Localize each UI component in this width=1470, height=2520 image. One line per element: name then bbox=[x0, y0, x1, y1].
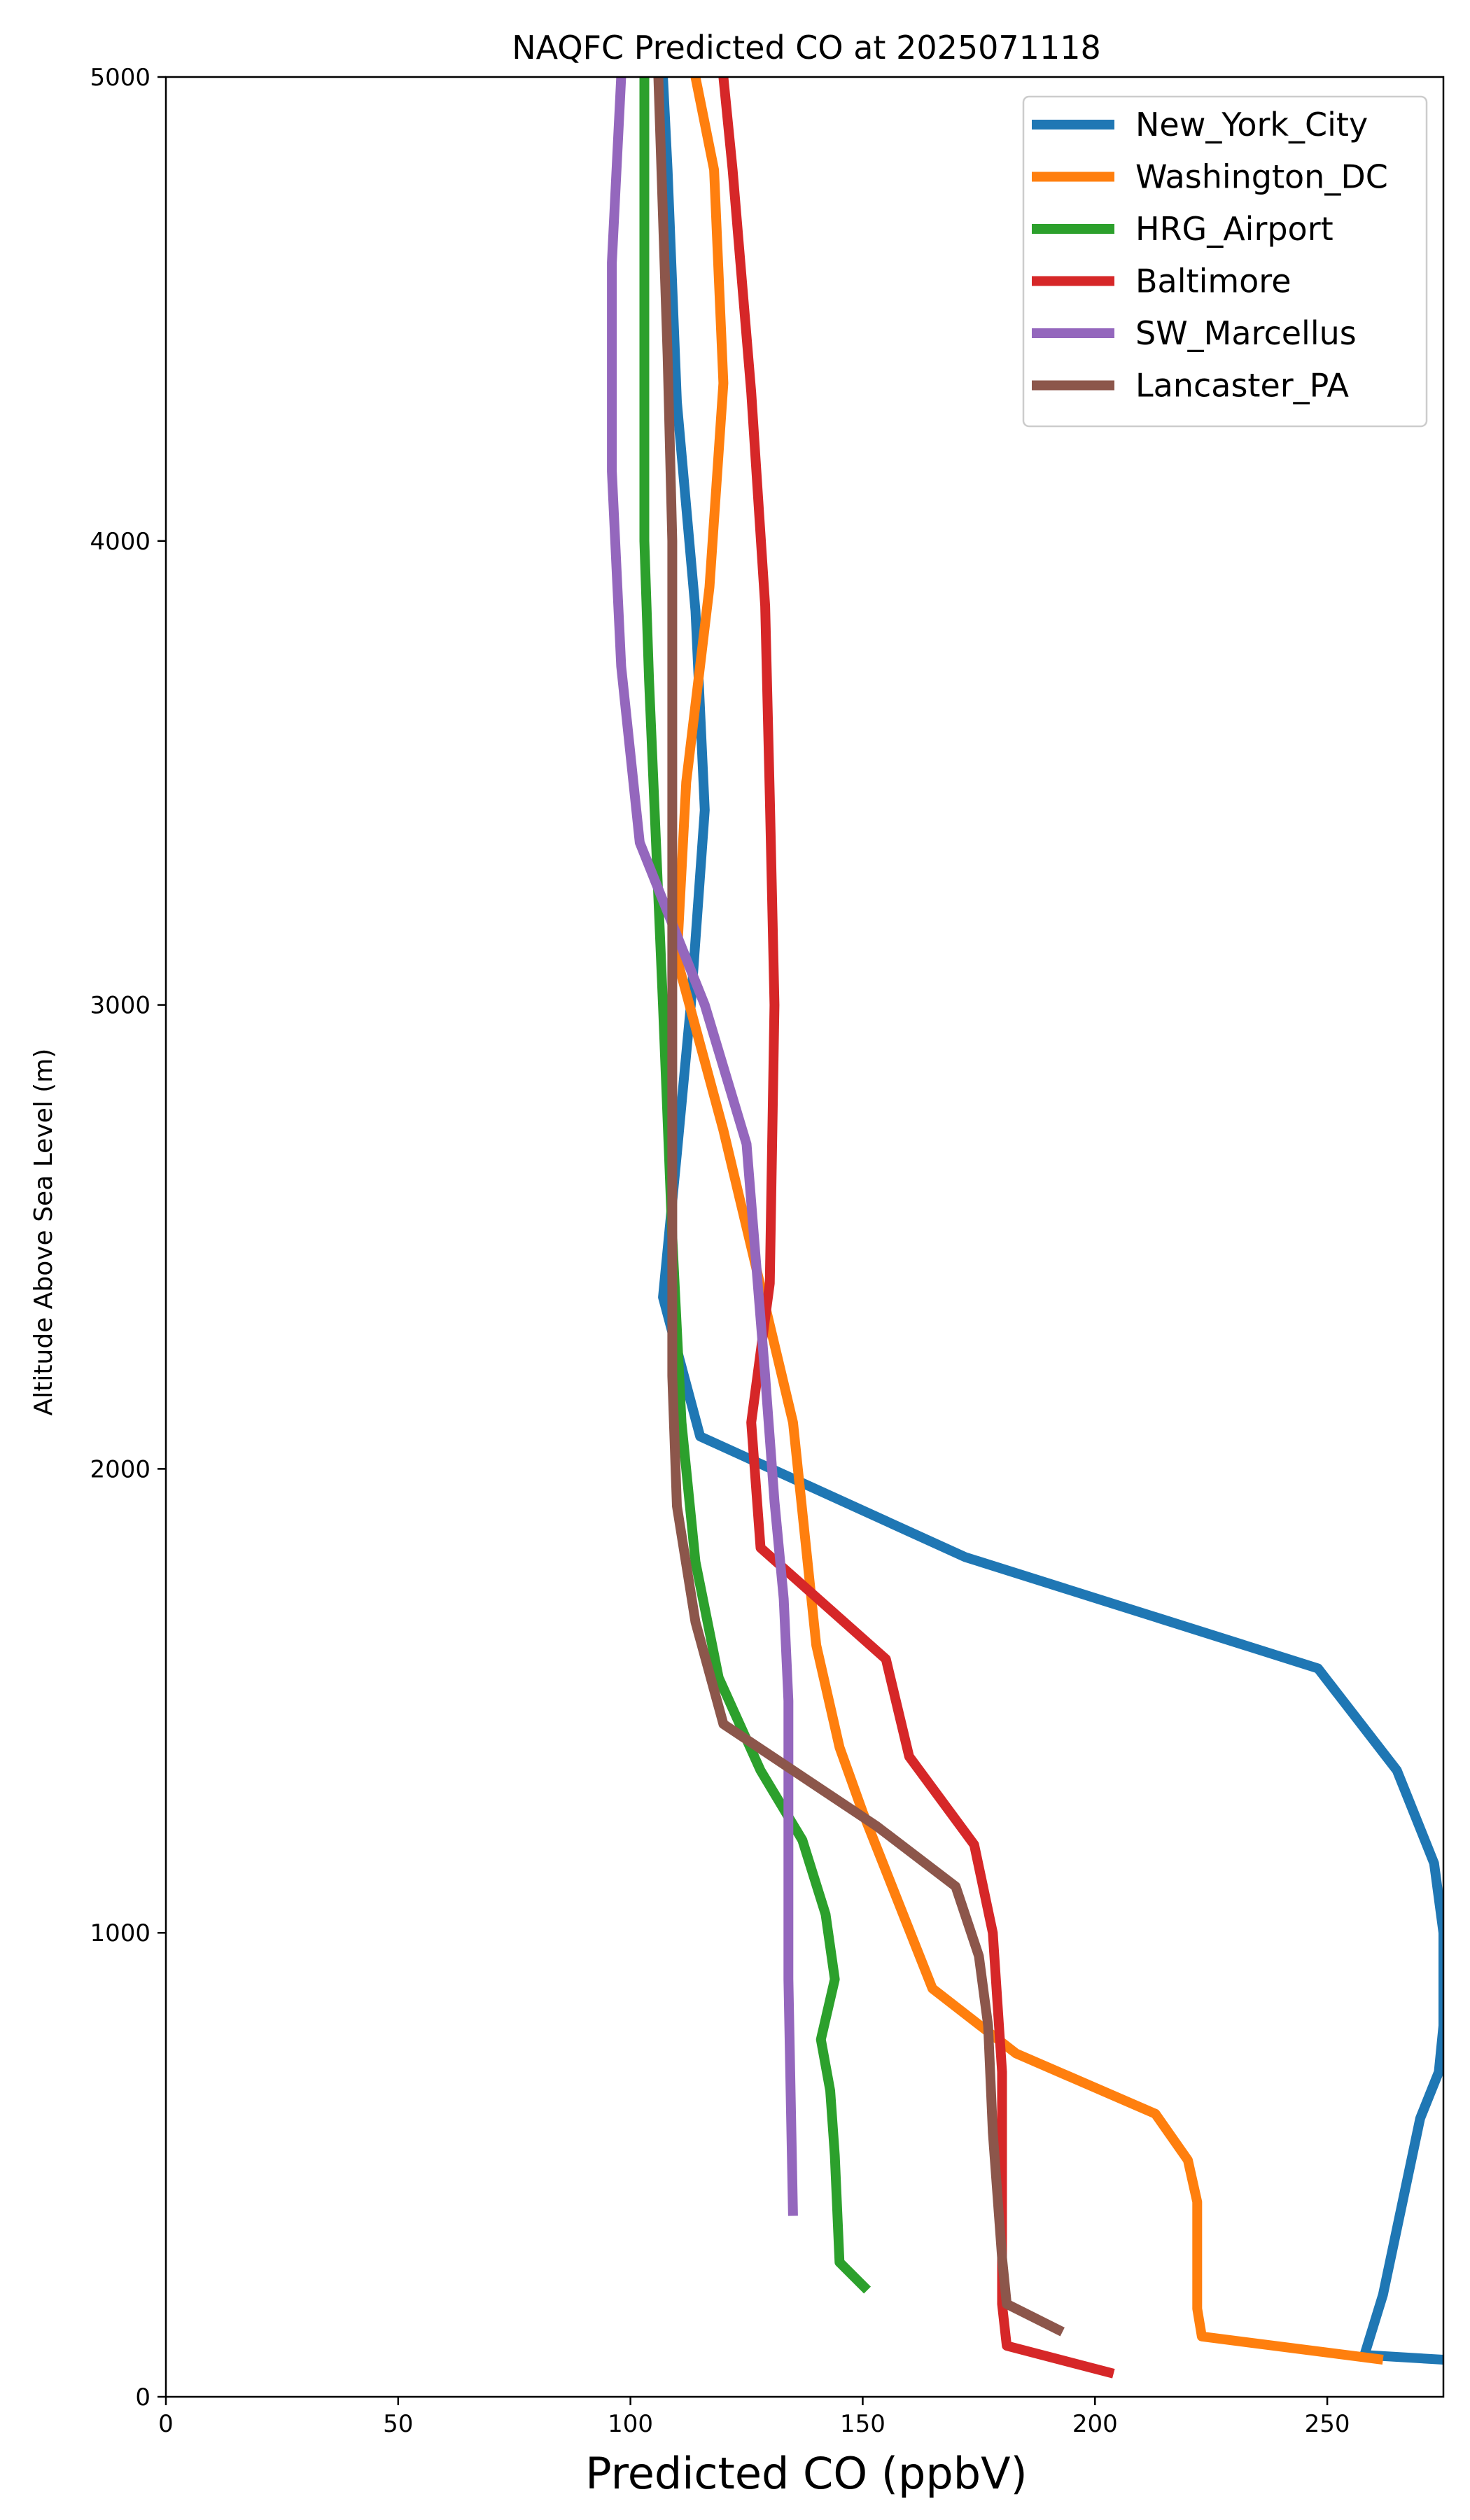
legend-label-hrg-airport: HRG_Airport bbox=[1135, 210, 1334, 248]
x-tick-label: 50 bbox=[383, 2410, 413, 2438]
y-axis-label: Altitude Above Sea Level (m) bbox=[29, 1049, 58, 1416]
y-tick-label: 3000 bbox=[90, 992, 150, 1020]
legend-label-sw-marcellus: SW_Marcellus bbox=[1135, 314, 1357, 352]
x-axis-ticks: 0 50 100 150 200 250 bbox=[158, 2397, 1350, 2438]
legend-label-washington-dc: Washington_DC bbox=[1135, 158, 1388, 196]
legend-label-lancaster-pa: Lancaster_PA bbox=[1135, 367, 1349, 405]
y-tick-label: 0 bbox=[135, 2384, 150, 2412]
series-line-lancaster-pa bbox=[653, 77, 1065, 2337]
series-line-new-york-city bbox=[658, 77, 1443, 2365]
legend-label-baltimore: Baltimore bbox=[1135, 262, 1292, 300]
series-line-washington-dc bbox=[672, 77, 1384, 2365]
plot-frame bbox=[164, 76, 1445, 2398]
x-tick-label: 250 bbox=[1305, 2410, 1350, 2438]
y-tick-label: 4000 bbox=[90, 528, 150, 556]
y-tick-label: 5000 bbox=[90, 64, 150, 92]
series-line-hrg-airport bbox=[639, 77, 872, 2294]
chart-title: NAQFC Predicted CO at 2025071118 bbox=[512, 29, 1101, 66]
legend-frame bbox=[1022, 95, 1428, 428]
x-tick-label: 100 bbox=[608, 2410, 653, 2438]
y-axis-ticks: 0 1000 2000 3000 4000 5000 bbox=[90, 64, 166, 2412]
series-line-baltimore bbox=[718, 77, 1115, 2379]
y-tick-label: 2000 bbox=[90, 1455, 150, 1483]
x-tick-label: 0 bbox=[158, 2410, 174, 2438]
y-tick-label: 1000 bbox=[90, 1919, 150, 1947]
x-tick-label: 200 bbox=[1072, 2410, 1118, 2438]
x-axis-label: Predicted CO (ppbV) bbox=[585, 2448, 1027, 2499]
plot-lines bbox=[607, 77, 1443, 2379]
legend: New_York_City Washington_DC HRG_Airport Bal… bbox=[1022, 95, 1428, 428]
legend-label-new-york-city: New_York_City bbox=[1135, 106, 1368, 144]
series-line-sw-marcellus bbox=[607, 77, 798, 2216]
x-tick-label: 150 bbox=[840, 2410, 886, 2438]
